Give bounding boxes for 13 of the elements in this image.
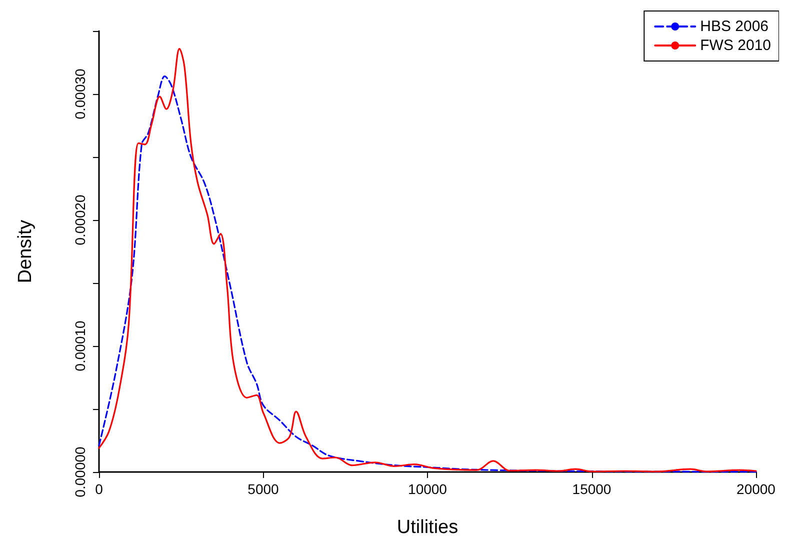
y-axis-title: Density [15, 219, 36, 284]
x-tick-label: 0 [95, 481, 104, 497]
y-tick-label: 0.00030 [72, 68, 88, 120]
x-tick-label: 15000 [572, 481, 612, 497]
legend-label: HBS 2006 [700, 18, 769, 35]
x-tick-label: 20000 [736, 481, 776, 497]
y-tick-label: 0.00020 [72, 194, 88, 246]
x-axis-title: Utilities [396, 517, 458, 538]
legend-label: FWS 2010 [700, 37, 772, 54]
y-tick-label: 0.00010 [72, 320, 88, 372]
x-tick-label: 10000 [408, 481, 448, 497]
x-tick-label: 5000 [248, 481, 280, 497]
y-tick-label: 0.00000 [72, 446, 88, 498]
